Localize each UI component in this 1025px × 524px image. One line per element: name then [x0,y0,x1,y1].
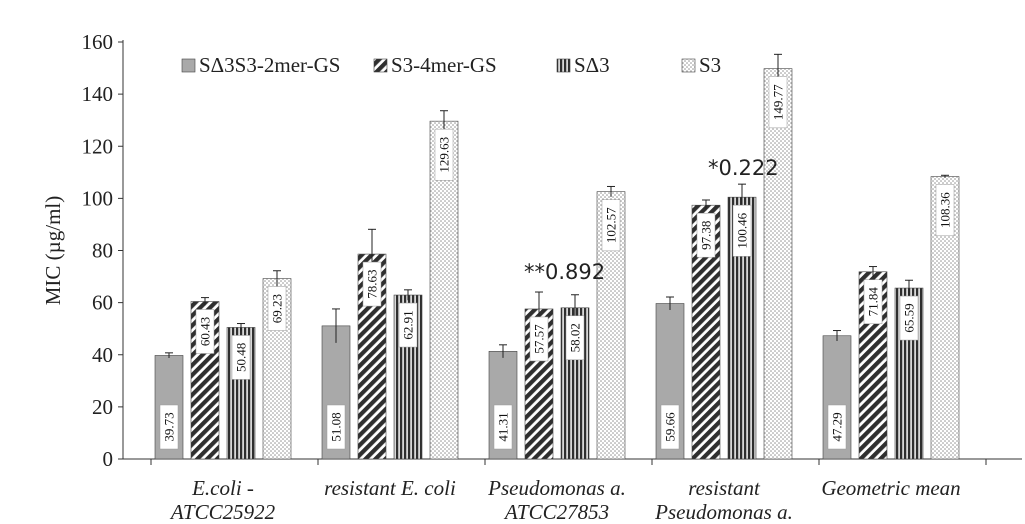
data-label: 97.38 [699,221,714,250]
y-axis-title: MIC (µg/ml) [41,196,65,306]
y-tick-label: 100 [82,186,114,210]
significance-annotation: **0.892 [524,260,605,284]
category-label: ATCC27853 [503,500,609,524]
data-label: 60.43 [198,317,213,346]
category-label: resistant [688,476,761,500]
data-label-box [899,295,919,341]
data-label: 69.23 [270,294,285,323]
data-label-box [493,404,513,450]
category-label: Geometric mean [821,476,960,500]
data-label-box [434,128,454,181]
data-label: 57.57 [532,324,547,354]
data-label: 41.31 [496,412,511,441]
data-label: 50.48 [234,343,249,372]
y-tick-label: 80 [92,239,113,263]
legend-label: SΔ3S3-2mer-GS [199,53,340,77]
bars: 39.73 51.08 41.31 59.66 47.29 60.43 78.63 57.57… [154,53,960,460]
data-label: 39.73 [162,412,177,441]
data-label-box [565,315,585,361]
legend-swatch [681,58,696,73]
legend-label: S3 [699,53,721,77]
data-label-box [768,76,788,129]
data-label-box [267,286,287,331]
bar [763,68,793,460]
y-tick-label: 20 [92,395,113,419]
data-label-box [935,184,955,237]
data-label-box [231,335,251,380]
y-tick-label: 40 [92,343,113,367]
y-axis: 0 20 40 60 80 100 120 140 160 MIC (µg/ml) [41,30,124,471]
data-label-box [398,302,418,348]
category-label: E.coli - [191,476,254,500]
annotations: **0.892 *0.222 [524,156,779,284]
legend-label: S3-4mer-GS [391,53,497,77]
category-label: resistant E. coli [324,476,456,500]
data-label: 100.46 [735,212,750,248]
legend-swatch [373,58,388,73]
data-label-box [159,404,179,450]
x-axis: E.coli -ATCC25922 resistant E. coli Pseudo… [123,458,1022,524]
data-label: 65.59 [902,303,917,332]
y-tick-label: 120 [82,134,114,158]
data-label: 78.63 [365,269,380,298]
data-label: 47.29 [830,412,845,441]
data-label-box [362,261,382,307]
data-label-box [660,404,680,450]
category-label: ATCC25922 [169,500,276,524]
y-tick-label: 160 [82,30,114,54]
data-label: 62.91 [401,310,416,339]
y-tick-label: 140 [82,82,114,106]
y-tick-label: 0 [103,447,114,471]
data-label-box [732,204,752,257]
data-label: 71.84 [866,287,881,317]
data-label: 149.77 [771,84,786,120]
data-label-box [827,404,847,450]
data-label: 102.57 [604,207,619,243]
data-label: 108.36 [938,192,953,228]
data-label-box [863,279,883,325]
data-label: 59.66 [663,412,678,442]
legend-swatch [181,58,196,73]
data-label: 129.63 [437,137,452,173]
significance-annotation: *0.222 [708,156,779,180]
legend-label: SΔ3 [574,53,610,77]
legend: SΔ3S3-2mer-GS S3-4mer-GS SΔ3 S3 [181,53,721,77]
data-label-box [326,404,346,450]
category-label: Pseudomonas a. [654,500,793,524]
data-label-box [696,212,716,258]
category-label: Pseudomonas a. [487,476,626,500]
data-label-box [195,309,215,354]
data-label: 58.02 [568,323,583,352]
data-label-box [601,199,621,252]
y-tick-label: 60 [92,291,113,315]
legend-swatch [556,58,571,73]
data-label-box [529,316,549,362]
data-label: 51.08 [329,412,344,441]
